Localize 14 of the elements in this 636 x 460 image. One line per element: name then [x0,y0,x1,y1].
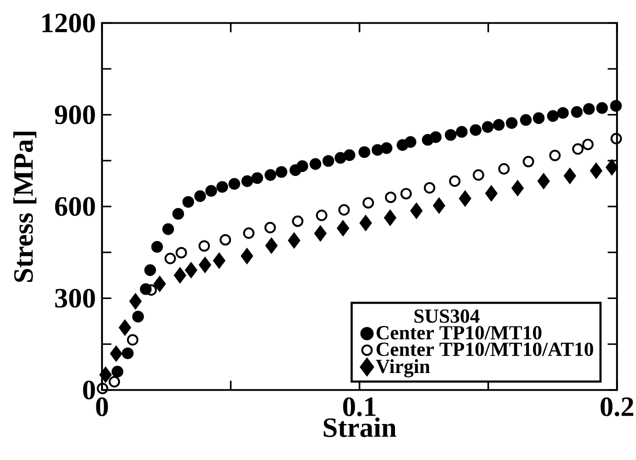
y-tick-label: 0 [83,380,95,400]
legend-label: Virgin [376,359,430,378]
y-tick-label: 1200 [42,14,95,32]
legend-title: SUS304 [414,309,480,323]
y-axis-title: Stress [MPa] [13,132,36,282]
x-tick-label: 0.1 [343,397,376,416]
y-tick-label: 300 [55,288,95,308]
legend-label: Center TP10/MT10/AT10 [376,342,594,356]
y-tick-label: 900 [54,105,95,124]
x-axis-title: Strain [324,417,396,438]
x-tick-label: 0 [96,397,108,416]
x-tick-label: 0.2 [600,397,634,416]
legend-label: Center TP10/MT10 [376,326,542,340]
y-tick-label: 600 [55,197,95,216]
